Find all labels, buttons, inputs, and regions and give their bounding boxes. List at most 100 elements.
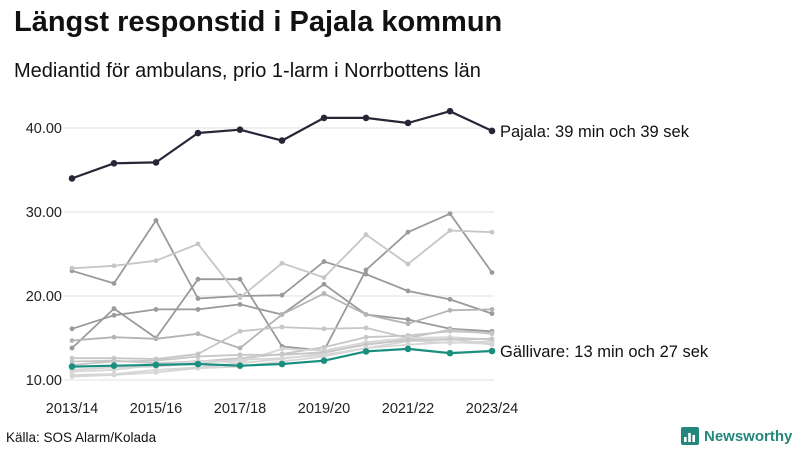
background-series-3-point xyxy=(69,326,75,332)
background-series-5-point xyxy=(489,307,495,312)
background-series-12-point xyxy=(447,339,453,345)
background-series-1-point xyxy=(153,218,159,223)
background-series-3-point xyxy=(111,312,117,318)
x-tick-label: 2013/14 xyxy=(46,401,98,417)
background-series xyxy=(69,211,495,380)
background-series-4-point xyxy=(69,265,75,271)
background-series-7-point xyxy=(363,334,369,340)
background-series-10-point xyxy=(69,374,75,380)
chart-subtitle: Mediantid för ambulans, prio 1-larm i No… xyxy=(14,60,481,82)
background-series-5-point xyxy=(195,331,201,337)
background-series-11-point xyxy=(279,352,285,358)
background-series-4-point xyxy=(237,295,243,301)
series-pajala-point xyxy=(278,137,286,144)
brand-name: Newsworthy xyxy=(704,427,793,445)
background-series-6-point xyxy=(279,324,285,330)
chart-title: Längst responstid i Pajala kommun xyxy=(14,6,503,38)
background-series-11-point xyxy=(363,342,369,348)
background-series-6-point xyxy=(237,328,243,334)
background-series-2-point xyxy=(405,229,411,235)
newsworthy-logo-icon xyxy=(681,427,699,445)
series-pajala-point xyxy=(404,119,412,127)
background-series-3-point xyxy=(153,307,159,312)
background-series-1-point xyxy=(111,281,117,286)
background-series-1-point xyxy=(195,296,201,301)
brand-logo: Newsworthy xyxy=(681,427,792,445)
series-g-llivare-point xyxy=(194,360,202,368)
series-g-llivare-point xyxy=(110,362,118,370)
background-series-2-point xyxy=(111,306,117,311)
background-series-5-point xyxy=(279,312,285,317)
highlighted-series xyxy=(68,107,496,370)
series-pajala-point xyxy=(446,107,454,115)
background-series-1-point xyxy=(279,292,285,298)
series-pajala-point xyxy=(488,127,496,135)
background-series-7-point xyxy=(69,359,75,364)
background-series-2-point xyxy=(489,270,495,275)
series-pajala-point xyxy=(320,114,328,122)
background-series-8-point xyxy=(279,346,285,352)
background-series-6-point xyxy=(321,326,327,332)
series-pajala-point xyxy=(152,159,160,166)
background-series-3-point xyxy=(405,317,411,322)
series-g-llivare-point xyxy=(446,349,454,357)
background-series-1-point xyxy=(489,311,495,317)
background-series-5-point xyxy=(321,291,327,296)
background-series-2-point xyxy=(195,276,201,282)
background-series-1-point xyxy=(405,288,411,294)
series-pajala-point xyxy=(362,114,370,122)
background-series-3-point xyxy=(321,281,327,287)
series-g-llivare-point xyxy=(362,348,370,355)
background-series-3-point xyxy=(195,307,201,312)
background-series-7-point xyxy=(447,328,453,334)
background-series-12-point xyxy=(279,355,285,361)
series-g-llivare-point xyxy=(68,363,76,370)
background-series-4-point xyxy=(111,263,117,269)
x-tick-label: 2021/22 xyxy=(382,401,434,417)
background-series-11-point xyxy=(405,337,411,343)
series-g-llivare-point xyxy=(404,345,412,353)
series-g-llivare-point xyxy=(278,360,286,368)
series-labels: Pajala: 39 min och 39 sek Gällivare: 13 m… xyxy=(500,123,709,361)
background-series-1 xyxy=(69,218,495,317)
y-axis-ticks: 10.00 20.00 30.00 40.00 xyxy=(26,121,62,389)
background-series-6-point xyxy=(69,355,75,361)
background-series-2 xyxy=(69,211,495,353)
background-series-5-point xyxy=(405,321,411,327)
series-g-llivare-point xyxy=(236,362,244,370)
series-pajala-line xyxy=(71,110,493,180)
series-g-llivare-point xyxy=(488,347,496,355)
background-series-2-point xyxy=(237,276,243,282)
source-note: Källa: SOS Alarm/Kolada xyxy=(6,430,157,445)
background-series-5-point xyxy=(153,336,159,342)
y-tick-label: 40.00 xyxy=(26,121,62,137)
background-series-5-point xyxy=(447,307,453,313)
series-pajala-point xyxy=(110,159,118,167)
series-g-llivare xyxy=(68,345,496,370)
background-series-4-point xyxy=(153,258,159,264)
background-series-10-point xyxy=(111,372,117,378)
x-tick-label: 2017/18 xyxy=(214,401,266,417)
background-series-7-point xyxy=(321,344,327,350)
series-pajala-point xyxy=(68,175,76,182)
series-pajala-point xyxy=(194,129,202,137)
background-series-4-point xyxy=(321,275,327,280)
background-series-1-line xyxy=(71,219,493,315)
background-series-11-point xyxy=(489,336,495,342)
background-series-4-point xyxy=(489,229,495,235)
background-series-4-point xyxy=(195,241,201,247)
background-series-11-point xyxy=(195,354,201,359)
x-tick-label: 2023/24 xyxy=(466,401,518,417)
x-tick-label: 2019/20 xyxy=(298,401,350,417)
series-label-pajala: Pajala: 39 min och 39 sek xyxy=(500,123,690,141)
background-series-1-point xyxy=(321,259,327,264)
series-pajala-point xyxy=(236,126,244,133)
y-tick-label: 10.00 xyxy=(26,373,62,389)
x-axis-ticks: 2013/14 2015/16 2017/18 2019/20 2021/22 2023/… xyxy=(46,401,518,417)
background-series-11 xyxy=(69,336,495,368)
series-pajala xyxy=(68,107,496,182)
x-tick-label: 2015/16 xyxy=(130,401,182,417)
background-series-4 xyxy=(69,228,495,301)
series-label-g-llivare: Gällivare: 13 min och 27 sek xyxy=(500,343,709,361)
background-series-12-point xyxy=(489,341,495,347)
